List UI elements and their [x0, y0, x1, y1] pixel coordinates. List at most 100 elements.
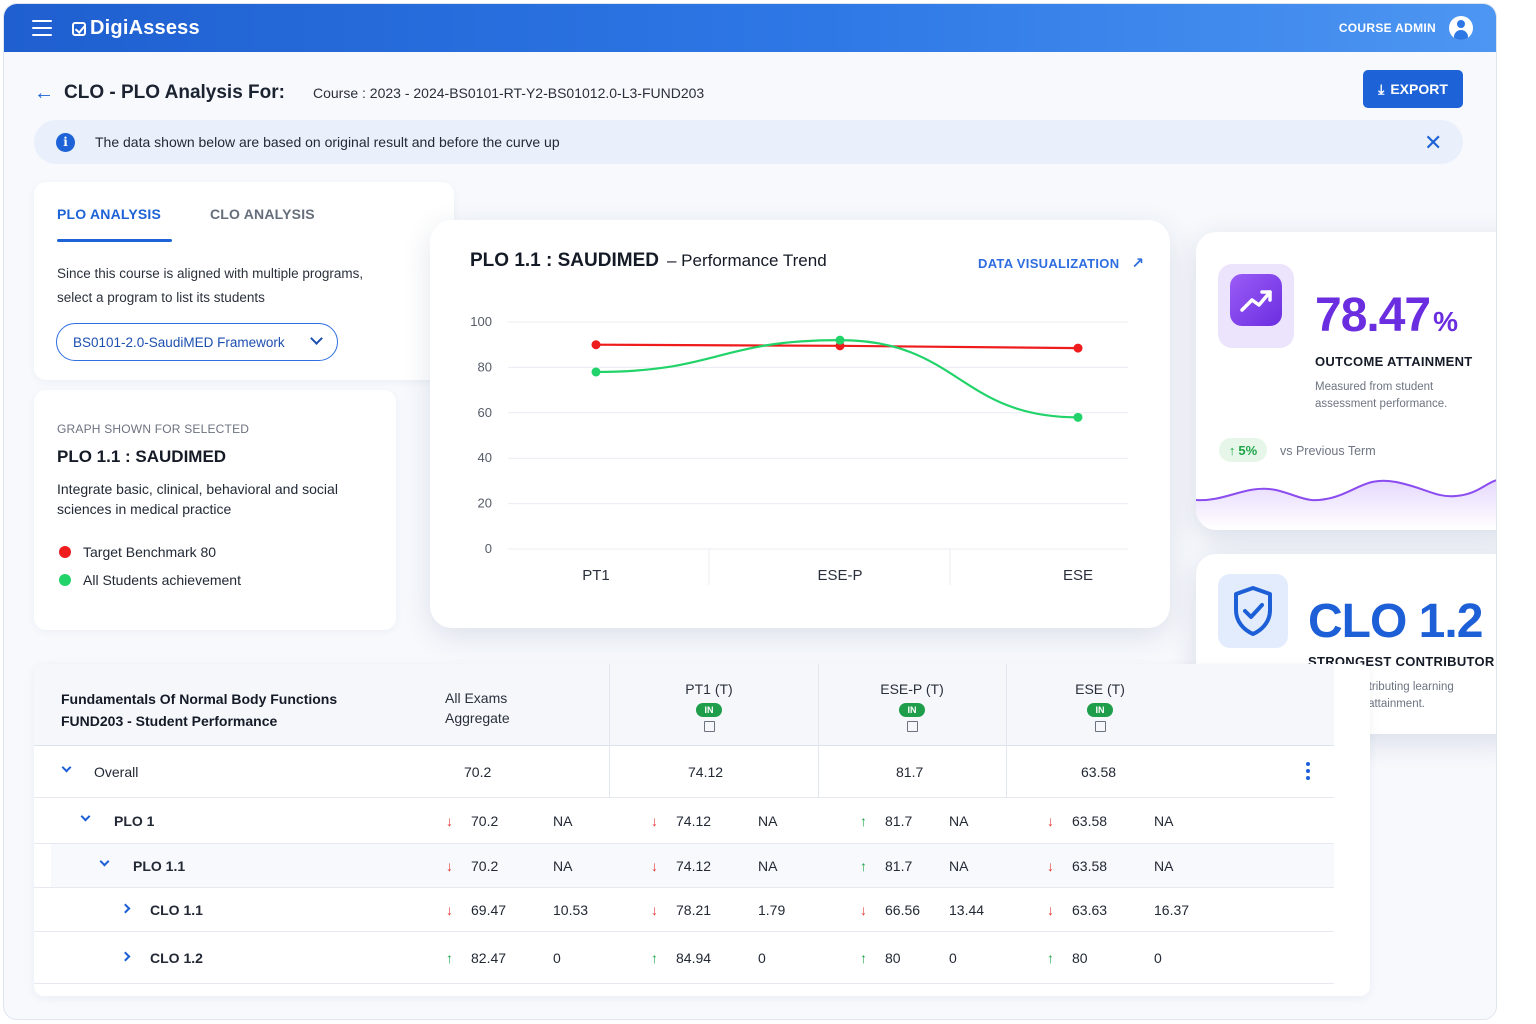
- data-visualization-link[interactable]: DATA VISUALIZATION ↗: [978, 254, 1144, 272]
- ese-value: 63.58: [1081, 764, 1117, 780]
- tab-plo-analysis[interactable]: PLO ANALYSIS: [57, 206, 162, 222]
- arrow-down-icon: ↓: [651, 858, 658, 874]
- arrow-up-icon: ↑: [860, 813, 867, 829]
- cell-value: 70.2: [471, 813, 499, 829]
- chevron-down-icon[interactable]: [61, 762, 72, 773]
- app-logo[interactable]: DigiAssess: [72, 17, 200, 40]
- arrow-down-icon: ↓: [651, 902, 658, 918]
- cell-value: 82.47: [471, 950, 507, 966]
- row-divider: [34, 797, 1334, 798]
- cell-gap-value: NA: [553, 813, 573, 829]
- table-row[interactable]: CLO 1.1 ↓ 69.47 10.53 ↓ 78.21 1.79 ↓ 66.56 13.44 ↓…: [34, 888, 1334, 932]
- program-helper-text: Since this course is aligned with multip…: [57, 266, 364, 305]
- user-role[interactable]: COURSE ADMIN: [1338, 21, 1436, 35]
- legend-item-benchmark: Target Benchmark 80: [59, 544, 216, 560]
- cell-value: 81.7: [885, 858, 913, 874]
- column-checkbox[interactable]: [703, 721, 715, 732]
- column-checkbox[interactable]: [906, 721, 918, 732]
- arrow-up-icon: ↑: [1228, 442, 1236, 458]
- close-icon[interactable]: ✕: [1424, 130, 1443, 155]
- row-label: Overall: [94, 764, 139, 780]
- attainment-label: OUTCOME ATTAINMENT: [1315, 354, 1473, 369]
- y-tick-label: 60: [478, 405, 492, 420]
- chevron-right-icon[interactable]: [120, 951, 131, 962]
- attainment-number: 78.47: [1315, 289, 1431, 342]
- cell-gap-value: 0: [553, 950, 561, 966]
- back-arrow-icon[interactable]: ←: [34, 81, 54, 104]
- cell-gap-value: 0: [1154, 950, 1162, 966]
- table-row[interactable]: PLO 1.1 ↓ 70.2 NA ↓ 74.12 NA ↑ 81.7 NA ↓ 63.58 NA: [51, 844, 1334, 888]
- arrow-up-icon: ↑: [446, 950, 453, 966]
- sparkline-wave: [1196, 479, 1496, 530]
- chart-title: PLO 1.1 : SAUDIMED – Performance Trend: [470, 250, 827, 272]
- arrow-up-icon: ↑: [651, 950, 658, 966]
- chevron-right-icon[interactable]: [120, 903, 131, 914]
- column-divider: [818, 664, 819, 798]
- chevron-down-icon[interactable]: [99, 856, 110, 867]
- menu-icon[interactable]: [32, 20, 52, 36]
- table-row-overall[interactable]: Overall 70.2 74.12 81.7 63.58: [34, 746, 1334, 798]
- cell-gap-value: NA: [949, 813, 969, 829]
- column-header-ese: ESE (T) IN: [1040, 681, 1160, 732]
- ese-p-value: 81.7: [896, 764, 924, 780]
- graph-plo-description: Integrate basic, clinical, behavioral an…: [57, 481, 338, 517]
- user-avatar-icon[interactable]: [1449, 16, 1473, 40]
- row-divider: [34, 983, 1334, 984]
- cell-value: 81.7: [885, 813, 913, 829]
- arrow-up-icon: ↑: [1047, 950, 1054, 966]
- table-title-line1: Fundamentals Of Normal Body Functions: [61, 691, 338, 707]
- table-row[interactable]: CLO 1.2 ↑ 82.47 0 ↑ 84.94 0 ↑ 80 0 ↑ 80 0: [34, 932, 1334, 984]
- performance-table: Fundamentals Of Normal Body Functions FU…: [34, 664, 1370, 996]
- arrow-down-icon: ↓: [446, 813, 453, 829]
- table-row[interactable]: PLO 1 ↓ 70.2 NA ↓ 74.12 NA ↑ 81.7 NA ↓ 63.58 NA: [34, 798, 1334, 844]
- aggregate-header-line1: All Exams: [445, 690, 508, 706]
- pt1-value: 74.12: [688, 764, 724, 780]
- aggregate-header-line2: Aggregate: [445, 710, 510, 726]
- data-point: [1073, 343, 1083, 353]
- data-point: [591, 367, 601, 377]
- column-checkbox[interactable]: [1094, 721, 1106, 732]
- trend-badge: ↑ 5%: [1219, 438, 1267, 462]
- row-divider: [34, 887, 1334, 888]
- cell-gap-value: NA: [1154, 813, 1174, 829]
- x-tick-label: ESE: [1063, 567, 1093, 584]
- arrow-down-icon: ↓: [860, 902, 867, 918]
- graph-info-card: GRAPH SHOWN FOR SELECTED PLO 1.1 : SAUDI…: [34, 390, 396, 630]
- legend-dot-green: [59, 574, 71, 586]
- legend-dot-red: [59, 546, 71, 558]
- chevron-down-icon[interactable]: [80, 811, 91, 822]
- chart-title-rest: – Performance Trend: [666, 251, 827, 270]
- more-options-icon[interactable]: [1306, 762, 1310, 783]
- chevron-down-icon: [310, 332, 323, 345]
- shield-check-icon: [1218, 574, 1288, 648]
- cell-gap-value: NA: [758, 858, 778, 874]
- cell-gap-value: NA: [553, 858, 573, 874]
- arrow-down-icon: ↓: [446, 902, 453, 918]
- cell-gap-value: 13.44: [949, 902, 985, 918]
- outcome-attainment-card: 78.47% OUTCOME ATTAINMENT Measured from …: [1196, 232, 1496, 530]
- cell-gap-value: NA: [1154, 858, 1174, 874]
- contributor-value: CLO 1.2: [1308, 595, 1483, 648]
- y-tick-label: 80: [478, 359, 492, 374]
- in-badge: IN: [696, 703, 722, 717]
- info-text: The data shown below are based on origin…: [95, 134, 560, 150]
- export-button[interactable]: ⤓ EXPORT: [1363, 70, 1463, 108]
- data-point: [835, 335, 845, 345]
- table-title-line2: FUND203 - Student Performance: [61, 713, 278, 729]
- program-selected-value: BS0101-2.0-SaudiMED Framework: [73, 334, 285, 350]
- active-tab-indicator: [57, 239, 172, 242]
- table-header: Fundamentals Of Normal Body Functions FU…: [34, 664, 1334, 746]
- tab-clo-analysis[interactable]: CLO ANALYSIS: [210, 206, 315, 222]
- cell-gap-value: NA: [949, 858, 969, 874]
- cell-value: 78.21: [676, 902, 712, 918]
- arrow-down-icon: ↓: [446, 858, 453, 874]
- top-bar: DigiAssess COURSE ADMIN: [4, 4, 1496, 52]
- program-dropdown[interactable]: BS0101-2.0-SaudiMED Framework: [56, 323, 338, 361]
- row-label: CLO 1.2: [150, 950, 203, 966]
- page-title: CLO - PLO Analysis For:: [64, 82, 285, 103]
- trend-up-icon: [1218, 264, 1294, 348]
- column-label: PT1 (T): [685, 681, 733, 697]
- trend-value: 5%: [1238, 442, 1258, 458]
- download-icon: ⤓: [1378, 80, 1385, 97]
- cell-value: 84.94: [676, 950, 712, 966]
